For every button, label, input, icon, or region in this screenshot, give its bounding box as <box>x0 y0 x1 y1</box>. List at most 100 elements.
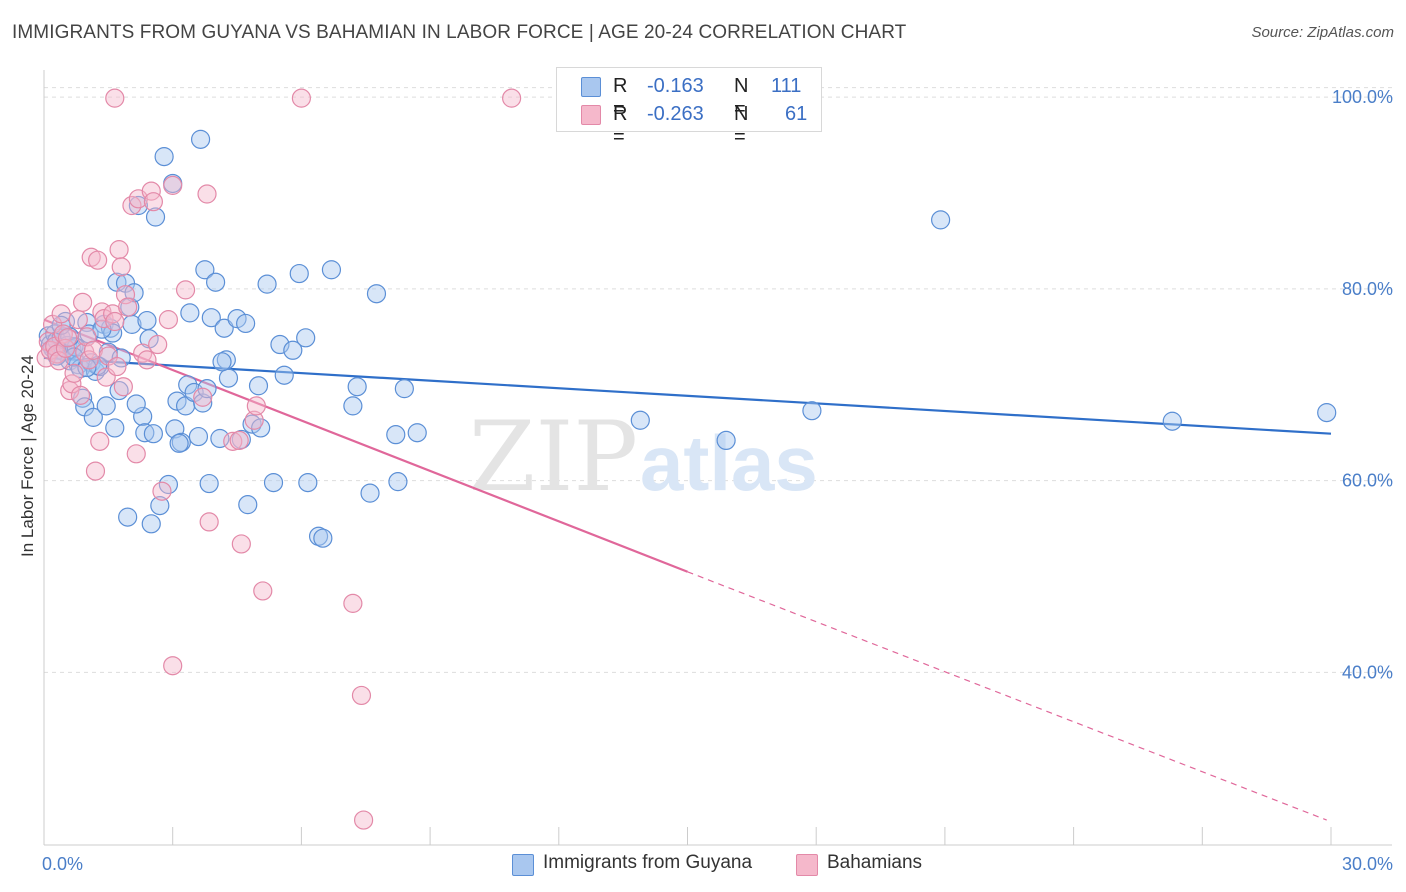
trend-lines <box>43 318 1332 821</box>
point-guyana <box>298 472 318 493</box>
point-guyana <box>195 260 215 280</box>
point-guyana <box>180 303 200 323</box>
legend-n-label: N = <box>734 75 749 120</box>
point-guyana <box>103 323 123 343</box>
y-tick-label: 80.0% <box>1342 279 1393 299</box>
point-guyana <box>630 410 650 430</box>
point-bahamians <box>51 304 71 324</box>
point-bahamians <box>90 431 110 451</box>
point-guyana <box>1162 411 1182 431</box>
point-bahamians <box>343 593 363 613</box>
point-guyana <box>366 284 387 304</box>
point-bahamians <box>126 444 146 464</box>
grid-lines <box>44 87 1392 673</box>
point-bahamians <box>502 88 522 108</box>
point-guyana <box>126 394 146 414</box>
point-bahamians <box>137 350 157 370</box>
point-guyana <box>201 308 221 328</box>
point-guyana <box>386 425 406 445</box>
point-bahamians <box>152 481 172 501</box>
point-guyana <box>150 496 170 516</box>
axes <box>43 70 1392 846</box>
point-bahamians <box>68 310 88 330</box>
legend-swatch-guyana <box>581 77 601 97</box>
point-bahamians <box>143 192 163 212</box>
point-guyana <box>360 483 380 503</box>
trend-line-guyana <box>43 356 1332 435</box>
point-bahamians <box>197 184 217 204</box>
point-bahamians <box>107 356 127 377</box>
point-bahamians <box>223 431 243 451</box>
legend-r-label: R = <box>613 75 628 120</box>
point-bahamians <box>229 430 249 451</box>
legend-n-value: 111 <box>771 75 802 97</box>
point-guyana <box>154 147 174 167</box>
point-guyana <box>321 260 342 280</box>
point-bahamians <box>291 88 311 108</box>
point-guyana <box>1317 403 1337 423</box>
point-guyana <box>169 433 189 453</box>
point-bahamians <box>85 461 106 481</box>
point-guyana <box>407 423 427 443</box>
point-guyana <box>236 313 256 334</box>
legend-r-value: -0.163 <box>647 75 704 97</box>
point-bahamians <box>246 396 266 416</box>
point-bahamians <box>105 311 125 332</box>
data-points <box>36 88 1337 830</box>
point-guyana <box>343 396 363 416</box>
point-bahamians <box>118 297 138 317</box>
y-tick-label: 40.0% <box>1342 662 1393 682</box>
x-tick-label: 0.0% <box>42 854 83 874</box>
point-bahamians <box>158 310 179 330</box>
legend-r-label: R = <box>613 103 628 148</box>
point-guyana <box>105 418 125 438</box>
point-bahamians <box>231 534 251 554</box>
point-bahamians <box>354 810 374 830</box>
point-guyana <box>283 340 303 360</box>
source-label: Source: ZipAtlas.com <box>1251 24 1394 41</box>
point-bahamians <box>148 334 168 355</box>
point-bahamians <box>49 351 69 371</box>
point-guyana <box>251 418 271 438</box>
correlation-legend: R = -0.163 N = 111 R = -0.263 N = 61 <box>556 67 822 148</box>
point-guyana <box>931 210 951 230</box>
watermark: ZIP atlas <box>469 401 818 513</box>
legend-r-value: -0.263 <box>647 103 704 125</box>
point-bahamians <box>70 385 91 405</box>
point-guyana <box>188 426 209 447</box>
point-guyana <box>263 472 284 493</box>
point-bahamians <box>113 377 133 397</box>
point-bahamians <box>64 363 84 383</box>
point-guyana <box>206 272 226 292</box>
point-guyana <box>118 507 138 527</box>
point-bahamians <box>88 250 108 270</box>
trend-line-bahamians-extension <box>687 571 1327 821</box>
point-guyana <box>388 472 408 492</box>
point-guyana <box>802 401 822 421</box>
point-bahamians <box>163 656 183 676</box>
point-bahamians <box>57 328 78 348</box>
point-guyana <box>193 393 213 413</box>
bottom-legend-swatch-guyana <box>512 854 534 876</box>
point-bahamians <box>111 257 131 277</box>
point-bahamians <box>105 88 125 108</box>
point-guyana <box>313 528 333 548</box>
legend-n-value: 61 <box>785 103 808 125</box>
tick-labels: 40.0% 60.0% 80.0% 100.0% 0.0% 30.0% <box>42 87 1393 874</box>
point-guyana <box>347 377 367 397</box>
point-guyana <box>214 318 234 338</box>
point-guyana <box>190 129 211 149</box>
point-bahamians <box>109 240 129 260</box>
legend-n-label: N = <box>734 103 749 148</box>
point-guyana <box>238 495 258 515</box>
point-bahamians <box>79 350 99 370</box>
point-guyana <box>197 379 217 399</box>
point-guyana <box>218 368 239 388</box>
point-guyana <box>145 207 166 227</box>
x-tick-label: 30.0% <box>1342 854 1393 874</box>
y-tick-label: 60.0% <box>1342 471 1393 491</box>
watermark-zip: ZIP <box>469 401 638 513</box>
point-bahamians <box>199 512 219 532</box>
point-guyana <box>199 473 219 494</box>
